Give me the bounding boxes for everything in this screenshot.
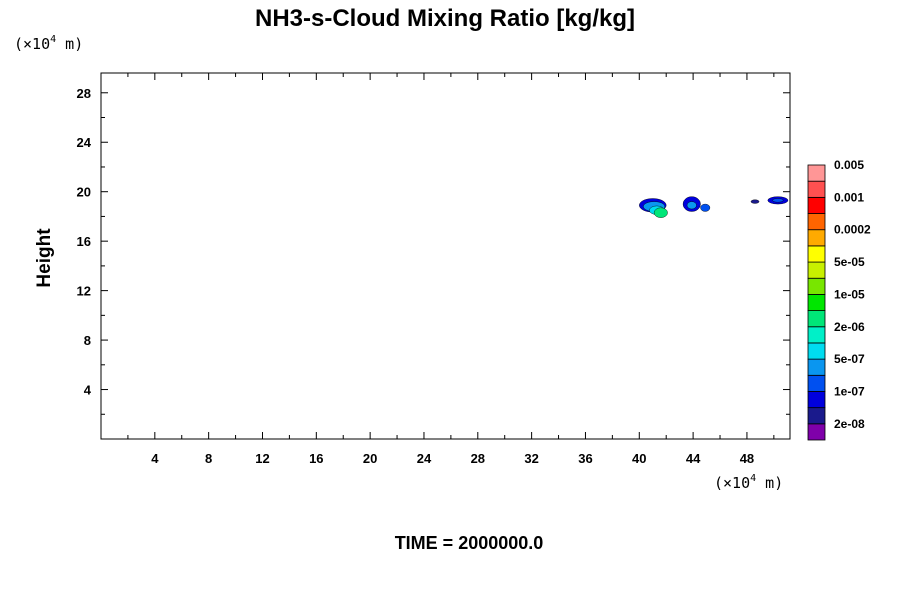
colorbar-label: 1e-05 [834, 287, 865, 301]
y-ticks: 4 8 12 16 20 24 28 [77, 86, 790, 415]
y-tick-label: 24 [77, 135, 92, 150]
x-ticks: 4 8 12 16 20 24 28 32 36 40 44 48 [127, 73, 775, 466]
y-tick-label: 20 [77, 185, 91, 200]
x-tick-label: 28 [471, 451, 485, 466]
y-tick-label: 28 [77, 86, 91, 101]
cloud-patch [653, 207, 668, 218]
colorbar-swatch [807, 407, 826, 425]
colorbar-swatch [807, 196, 826, 214]
x-tick-label: 8 [205, 451, 212, 466]
cloud-patch [750, 199, 760, 204]
colorbar-label: 2e-08 [834, 417, 865, 431]
y-tick-label: 16 [77, 234, 91, 249]
colorbar-swatch [807, 358, 826, 376]
x-tick-label: 16 [309, 451, 323, 466]
x-tick-label: 44 [686, 451, 701, 466]
colorbar-swatch [807, 374, 826, 392]
colorbar-swatch [807, 213, 826, 231]
colorbar-label: 0.0002 [834, 223, 871, 237]
x-tick-label: 32 [524, 451, 538, 466]
chart-title: NH3-s-Cloud Mixing Ratio [kg/kg] [255, 5, 635, 32]
x-tick-label: 48 [740, 451, 754, 466]
colorbar-swatch [807, 391, 826, 409]
colorbar-label: 5e-07 [834, 352, 865, 366]
colorbar-label: 0.001 [834, 190, 864, 204]
plot-frame [100, 72, 791, 440]
colorbar-swatch [807, 164, 826, 182]
cloud-patch [686, 201, 697, 210]
x-axis-unit: (×104 m) [714, 473, 783, 492]
x-tick-label: 40 [632, 451, 646, 466]
colorbar-label: 5e-05 [834, 255, 865, 269]
colorbar-swatch [807, 277, 826, 295]
colorbar-swatch [807, 261, 826, 279]
colorbar-label: 0.005 [834, 158, 864, 172]
colorbar-label: 1e-07 [834, 384, 865, 398]
cloud-patch [772, 198, 784, 203]
colorbar: 2e-08 1e-07 5e-07 2e-06 1e-05 5e-05 0.0002 0.00… [807, 158, 871, 441]
x-tick-label: 20 [363, 451, 377, 466]
colorbar-swatch [807, 342, 826, 360]
cloud-patch [700, 203, 711, 212]
x-tick-label: 36 [578, 451, 592, 466]
colorbar-swatch [807, 423, 826, 441]
colorbar-swatch [807, 245, 826, 263]
x-tick-label: 4 [151, 451, 159, 466]
y-tick-label: 12 [77, 284, 91, 299]
x-tick-label: 24 [417, 451, 432, 466]
y-tick-label: 4 [84, 383, 92, 398]
colorbar-label: 2e-06 [834, 320, 865, 334]
time-label: TIME = 2000000.0 [395, 533, 544, 553]
cloud-patches [639, 196, 789, 218]
y-axis-label: Height [34, 228, 55, 288]
colorbar-swatch [807, 326, 826, 344]
colorbar-swatch [807, 294, 826, 311]
y-tick-label: 8 [84, 333, 91, 348]
colorbar-swatch [807, 310, 826, 328]
x-tick-label: 12 [255, 451, 269, 466]
y-axis-unit: (×104 m) [14, 34, 83, 53]
colorbar-swatch [807, 180, 826, 198]
colorbar-swatch [807, 229, 826, 247]
